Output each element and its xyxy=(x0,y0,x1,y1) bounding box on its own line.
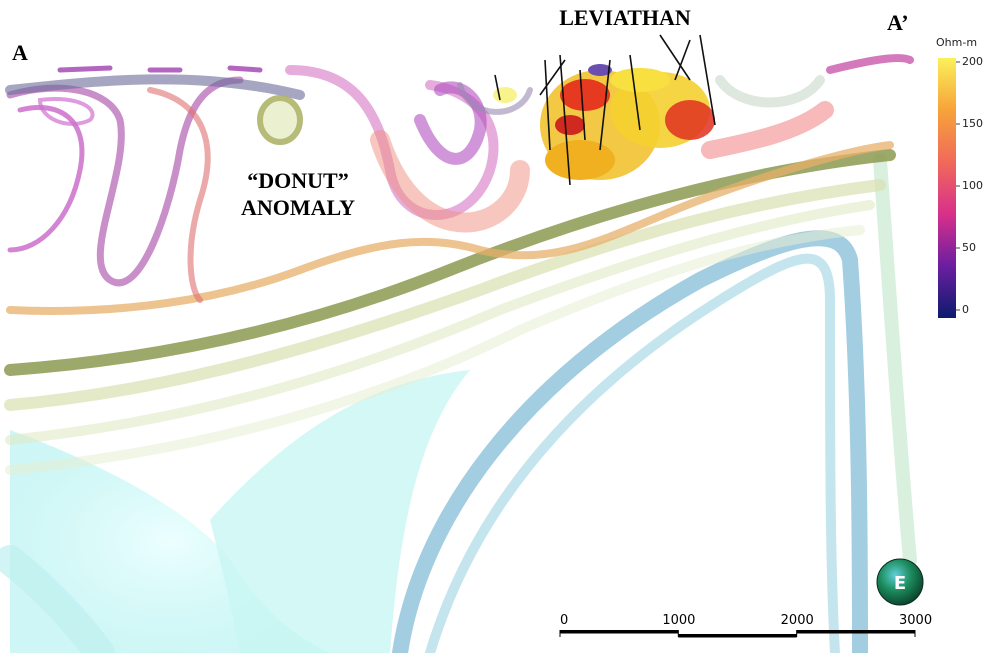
leviathan-body xyxy=(493,34,716,186)
scale-segment xyxy=(560,630,679,634)
colorbar-title: Ohm-m xyxy=(936,36,977,49)
colorbar-tick-label: 150 xyxy=(962,117,983,130)
section-end-a: A xyxy=(12,40,28,65)
colorbar-tick-label: 100 xyxy=(962,179,983,192)
colorbar-tick-label: 50 xyxy=(962,241,976,254)
scale-label: 0 xyxy=(560,613,568,628)
section-end-a-prime: A’ xyxy=(887,10,909,35)
scale-segment xyxy=(796,630,915,634)
resistivity-shells xyxy=(0,54,917,653)
compass xyxy=(876,558,924,606)
scale-label: 2000 xyxy=(781,613,814,628)
colorbar-tick-label: 200 xyxy=(962,55,983,68)
compass-label: E xyxy=(894,573,906,594)
scale-label: 1000 xyxy=(662,613,695,628)
anomaly-label: “DONUT” xyxy=(247,168,348,193)
scale-label: 3000 xyxy=(899,613,932,628)
target-label: LEVIATHAN xyxy=(559,5,691,30)
anomaly-label: ANOMALY xyxy=(241,195,355,220)
colorbar-tick-label: 0 xyxy=(962,303,969,316)
colorbar xyxy=(938,58,956,318)
scale-segment xyxy=(678,634,797,638)
